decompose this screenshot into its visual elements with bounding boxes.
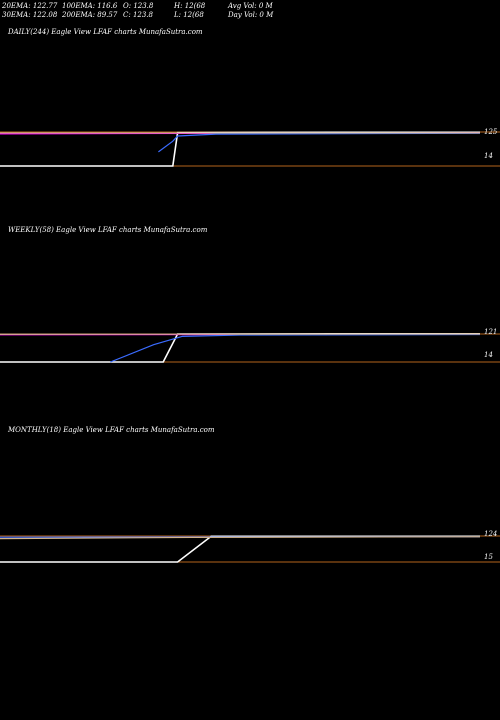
daily-level-high: 125 xyxy=(484,128,498,136)
monthly-level-high: 124 xyxy=(484,530,498,538)
ema200-stat: 200EMA: 89.57 xyxy=(62,11,118,19)
daily-series-line-2 xyxy=(158,132,481,153)
ema20-stat: 20EMA: 122.77 xyxy=(2,2,58,10)
ema30-stat: 30EMA: 122.08 xyxy=(2,11,58,19)
monthly-series-line-0 xyxy=(0,535,480,563)
monthly-series-line-2 xyxy=(0,536,481,540)
day-volume-stat: Day Vol: 0 M xyxy=(228,11,274,19)
daily-series-line-0 xyxy=(0,131,480,167)
close-stat: C: 123.8 xyxy=(123,11,153,19)
high-stat: H: 12(68 xyxy=(174,2,206,10)
weekly-level-low: 14 xyxy=(484,351,493,359)
daily-chart xyxy=(0,131,500,167)
weekly-panel-title: WEEKLY(58) Eagle View LFAF charts Munafa… xyxy=(8,226,208,234)
open-stat: O: 123.8 xyxy=(123,2,154,10)
weekly-level-high: 121 xyxy=(484,328,498,336)
low-stat: L: 12(68 xyxy=(174,11,204,19)
ema100-stat: 100EMA: 116.6 xyxy=(62,2,118,10)
daily-panel-title: DAILY(244) Eagle View LFAF charts Munafa… xyxy=(8,28,203,36)
monthly-panel-title: MONTHLY(18) Eagle View LFAF charts Munaf… xyxy=(8,426,215,434)
weekly-chart xyxy=(0,332,500,363)
monthly-chart xyxy=(0,535,500,563)
monthly-level-low: 15 xyxy=(484,553,493,561)
daily-level-low: 14 xyxy=(484,152,493,160)
weekly-series-line-0 xyxy=(0,332,480,363)
avg-volume-stat: Avg Vol: 0 M xyxy=(228,2,273,10)
weekly-series-line-2 xyxy=(110,333,481,363)
